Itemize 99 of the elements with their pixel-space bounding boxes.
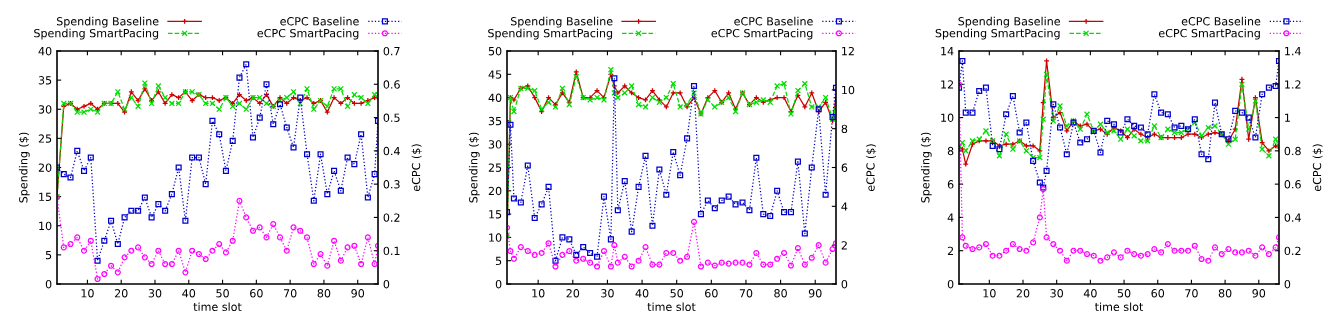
x-tick-label: 60 <box>250 289 263 298</box>
y-tick-label: 10 <box>489 233 502 242</box>
y-tick-label: 30 <box>38 105 52 114</box>
x-tick-label: 60 <box>1151 289 1165 298</box>
y2-tick-label: 0.3 <box>383 180 400 189</box>
x-axis-title: time slot <box>1094 302 1144 311</box>
x-tick-label: 30 <box>148 289 162 298</box>
x-tick-label: 20 <box>114 289 128 298</box>
y2-tick-label: 1.2 <box>1285 80 1301 89</box>
y2-tick-label: 0 <box>841 279 848 289</box>
y-tick-label: 15 <box>489 210 502 219</box>
legend-label: eCPC SmartPacing <box>257 28 359 40</box>
y-axis-title: Spending ($) <box>920 132 932 203</box>
y-axis-title: Spending ($) <box>468 132 480 203</box>
legend-label: eCPC SmartPacing <box>1158 28 1260 40</box>
y2-tick-label: 8 <box>841 124 848 134</box>
x-tick-label: 90 <box>808 289 822 298</box>
y2-tick-label: 1 <box>1285 113 1290 122</box>
x-tick-label: 20 <box>1016 289 1030 298</box>
x-tick-label: 50 <box>216 289 229 298</box>
legend-label: Spending Baseline <box>56 16 159 28</box>
legend-label: eCPC Baseline <box>734 16 813 26</box>
legend-label: eCPC Baseline <box>1181 16 1261 26</box>
x-tick-label: 40 <box>635 289 649 298</box>
y-tick-label: 40 <box>38 46 52 56</box>
y-tick-label: 0 <box>947 279 954 289</box>
legend-label: Spending SmartPacing <box>935 28 1060 40</box>
y-tick-label: 5 <box>45 251 52 260</box>
x-tick-label: 30 <box>601 289 614 298</box>
x-tick-label: 10 <box>532 289 545 298</box>
x-tick-label: 80 <box>1218 289 1232 298</box>
y-tick-label: 4 <box>947 213 954 222</box>
y-tick-label: 0 <box>45 279 52 289</box>
x-tick-label: 70 <box>739 289 753 298</box>
y-tick-label: 35 <box>38 76 52 85</box>
y-tick-label: 6 <box>947 180 954 189</box>
y-tick-label: 2 <box>947 246 954 255</box>
x-axis-title: time slot <box>193 302 242 311</box>
x-tick-label: 50 <box>1117 289 1131 298</box>
x-tick-label: 80 <box>317 289 331 298</box>
x-tick-label: 10 <box>81 289 94 298</box>
legend-label: Spending SmartPacing <box>34 28 159 40</box>
y-tick-label: 15 <box>39 192 52 201</box>
y2-tick-label: 12 <box>842 46 854 56</box>
legend-label: eCPC SmartPacing <box>711 28 813 40</box>
y2-tick-label: 4 <box>841 202 848 211</box>
y2-tick-label: 6 <box>841 163 848 172</box>
y-tick-label: 50 <box>488 46 502 56</box>
y2-tick-label: 1.4 <box>1285 47 1301 56</box>
x-tick-label: 50 <box>670 289 684 298</box>
y2-tick-label: 0 <box>383 279 390 289</box>
legend-label: Spending Baseline <box>958 16 1060 28</box>
y-tick-label: 35 <box>488 116 502 126</box>
y2-tick-label: 0.2 <box>1284 246 1301 256</box>
y-tick-label: 20 <box>488 186 502 196</box>
y2-tick-label: 0 <box>1284 279 1291 289</box>
x-tick-label: 70 <box>283 289 297 298</box>
y-tick-label: 14 <box>941 47 954 56</box>
y-tick-label: 12 <box>941 80 954 89</box>
x-tick-label: 90 <box>351 289 365 298</box>
y-tick-label: 20 <box>38 163 52 172</box>
x-tick-label: 90 <box>1252 289 1266 298</box>
x-tick-label: 60 <box>705 289 718 298</box>
y-tick-label: 10 <box>39 221 52 231</box>
y-tick-label: 25 <box>38 134 52 143</box>
y2-tick-label: 0.2 <box>383 213 400 222</box>
y2-tick-label: 0.4 <box>1284 213 1301 222</box>
x-tick-label: 30 <box>1050 289 1064 298</box>
legend-label: Spending Baseline <box>510 16 613 28</box>
x-axis-title: time slot <box>647 302 696 311</box>
y2-tick-label: 0.7 <box>383 46 400 56</box>
x-tick-label: 40 <box>182 289 196 298</box>
y-tick-label: 0 <box>495 279 502 289</box>
y2-tick-label: 0.5 <box>383 113 400 122</box>
x-tick-label: 80 <box>774 289 787 298</box>
y-tick-label: 45 <box>488 70 502 79</box>
y-tick-label: 30 <box>488 140 502 149</box>
y-tick-label: 8 <box>947 146 954 156</box>
y2-axis-title: eCPC ($) <box>411 144 422 192</box>
y-tick-label: 40 <box>488 93 502 102</box>
y2-tick-label: 2 <box>841 241 847 250</box>
y2-tick-label: 0.1 <box>383 246 400 256</box>
legend-label: Spending SmartPacing <box>488 28 613 40</box>
x-tick-label: 10 <box>983 289 996 298</box>
y2-tick-label: 0.4 <box>383 146 400 156</box>
y-tick-label: 25 <box>488 163 502 172</box>
y2-tick-label: 10 <box>842 85 855 95</box>
x-tick-label: 40 <box>1083 289 1097 298</box>
x-tick-label: 20 <box>566 289 580 298</box>
y2-axis-title: eCPC ($) <box>1312 144 1323 192</box>
y2-axis-title: eCPC ($) <box>866 144 877 192</box>
y2-tick-label: 0.6 <box>1284 180 1301 189</box>
legend-label: eCPC Baseline <box>280 16 359 26</box>
y-axis-title: Spending ($) <box>18 132 30 203</box>
y2-tick-label: 0.8 <box>1284 146 1301 156</box>
y2-tick-label: 0.6 <box>383 80 400 89</box>
x-tick-label: 70 <box>1185 289 1198 298</box>
y-tick-label: 10 <box>941 113 954 122</box>
y-tick-label: 5 <box>495 256 502 266</box>
